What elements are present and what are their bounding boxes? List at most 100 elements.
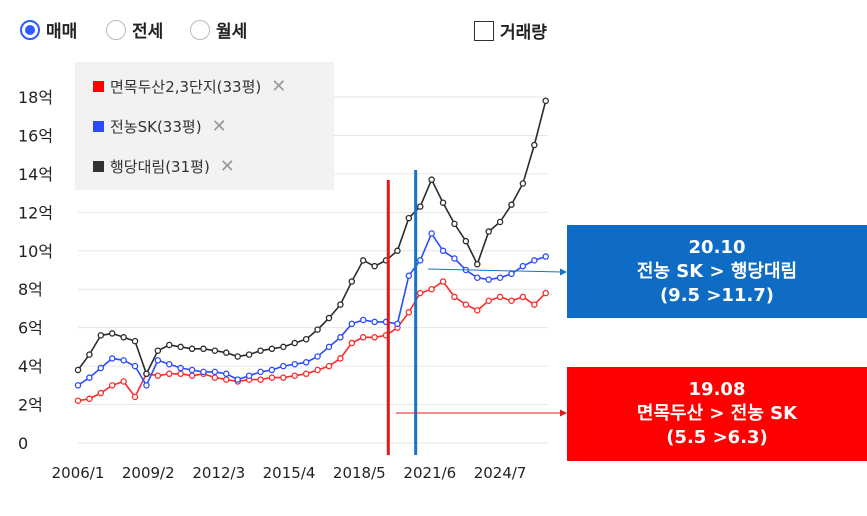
volume-checkbox[interactable]: 거래량 [474, 18, 547, 43]
legend-item-myeonmok[interactable]: 면목두산2,3단지(33평) ✕ [93, 76, 286, 97]
series-point-2 [257, 347, 264, 354]
series-point-1 [223, 370, 230, 378]
series-point-1 [188, 366, 196, 374]
series-point-1 [131, 362, 139, 370]
series-point-2 [325, 314, 333, 322]
series-point-2 [245, 351, 253, 358]
series-point-2 [177, 343, 184, 351]
series-point-1 [405, 272, 413, 280]
series-point-1 [280, 362, 287, 370]
series-point-1 [177, 364, 184, 372]
series-point-1 [439, 247, 447, 255]
series-point-1 [451, 255, 458, 262]
series-point-0 [131, 393, 139, 401]
radio-sale-label[interactable]: 매매 [46, 22, 78, 42]
series-point-1 [302, 359, 310, 366]
remove-myeonmok-icon[interactable]: ✕ [271, 76, 287, 97]
series-point-2 [143, 370, 150, 378]
series-point-2 [508, 201, 515, 208]
series-point-0 [108, 382, 116, 389]
series-point-0 [485, 297, 492, 305]
series-point-1 [211, 368, 219, 376]
series-point-0 [177, 370, 184, 378]
series-point-0 [120, 378, 127, 385]
callout-blue-values: (9.5 >11.7) [659, 284, 775, 306]
series-point-0 [405, 309, 413, 316]
series-point-2 [416, 203, 424, 210]
series-point-2 [108, 330, 116, 337]
callout-jeonnong-haengdang: 20.10 전농 SK > 행당대림 (9.5 >11.7) [567, 225, 867, 318]
series-point-1 [428, 230, 435, 237]
series-point-2 [97, 332, 105, 339]
series-point-2 [166, 341, 173, 349]
volume-checkbox-box[interactable] [474, 20, 494, 41]
radio-monthly[interactable]: 월세 [190, 17, 247, 42]
series-point-0 [531, 301, 538, 308]
radio-jeonse-label[interactable]: 전세 [132, 22, 164, 42]
series-point-0 [302, 370, 310, 378]
radio-monthly-label[interactable]: 월세 [216, 22, 248, 42]
radio-sale-circle[interactable] [20, 19, 40, 40]
series-point-2 [268, 345, 276, 353]
x-tick-label: 2015/4 [263, 464, 316, 482]
x-tick-label: 2006/1 [52, 464, 105, 482]
series-point-1 [519, 262, 527, 270]
connector-blue-arrow [560, 268, 567, 276]
series-point-1 [348, 320, 356, 328]
series-point-2 [531, 141, 538, 149]
series-point-1 [474, 274, 481, 281]
series-point-1 [97, 364, 105, 372]
legend-item-haengdang[interactable]: 행당대림(31평) ✕ [93, 156, 235, 177]
series-point-1 [531, 257, 538, 264]
series-point-1 [496, 274, 504, 281]
x-tick-label: 2009/2 [122, 464, 175, 482]
series-point-1 [120, 357, 127, 364]
radio-monthly-circle[interactable] [190, 19, 210, 40]
series-point-2 [86, 351, 93, 358]
series-point-0 [291, 372, 298, 379]
top-controls: 매매 전세 월세 거래량 [0, 0, 867, 60]
series-point-2 [120, 334, 127, 341]
series-point-1 [200, 368, 207, 376]
series-point-1 [371, 318, 378, 326]
series-point-2 [302, 335, 310, 343]
connector-blue [427, 268, 563, 273]
series-point-2 [348, 278, 356, 285]
series-point-1 [268, 366, 276, 374]
series-point-2 [371, 262, 378, 270]
radio-jeonse-circle[interactable] [106, 19, 126, 40]
series-point-0 [371, 334, 378, 341]
y-tick-label: 4억 [18, 357, 43, 376]
legend-label-jeonnong: 전농SK(33평) [110, 118, 202, 136]
series-point-2 [211, 347, 219, 354]
series-point-0 [97, 389, 105, 397]
series-line-2 [77, 100, 547, 376]
series-point-2 [200, 345, 207, 353]
radio-sale[interactable]: 매매 [20, 17, 77, 42]
series-point-1 [314, 353, 321, 360]
series-point-0 [223, 376, 230, 383]
series-point-2 [74, 366, 82, 374]
series-point-0 [211, 374, 219, 381]
series-point-2 [485, 228, 492, 235]
x-tick-label: 2018/5 [333, 464, 386, 482]
remove-haengdang-icon[interactable]: ✕ [219, 156, 235, 177]
series-point-1 [257, 368, 264, 376]
series-point-0 [166, 370, 173, 378]
series-point-0 [257, 376, 264, 383]
radio-jeonse[interactable]: 전세 [106, 17, 163, 42]
y-tick-label: 2억 [18, 396, 43, 415]
series-point-0 [337, 355, 344, 362]
series-point-0 [428, 285, 435, 293]
legend-label-myeonmok: 면목두산2,3단지(33평) [110, 78, 262, 96]
volume-checkbox-label[interactable]: 거래량 [500, 23, 547, 43]
callout-blue-date: 20.10 [688, 236, 746, 258]
series-point-1 [154, 357, 162, 364]
y-tick-label: 12억 [18, 203, 53, 222]
series-point-0 [519, 293, 527, 301]
callout-red-values: (5.5 >6.3) [666, 427, 768, 448]
legend-item-jeonnong[interactable]: 전농SK(33평) ✕ [93, 116, 227, 137]
y-tick-label: 10억 [18, 242, 53, 261]
y-tick-label: 18억 [18, 88, 53, 107]
remove-jeonnong-icon[interactable]: ✕ [211, 116, 227, 137]
